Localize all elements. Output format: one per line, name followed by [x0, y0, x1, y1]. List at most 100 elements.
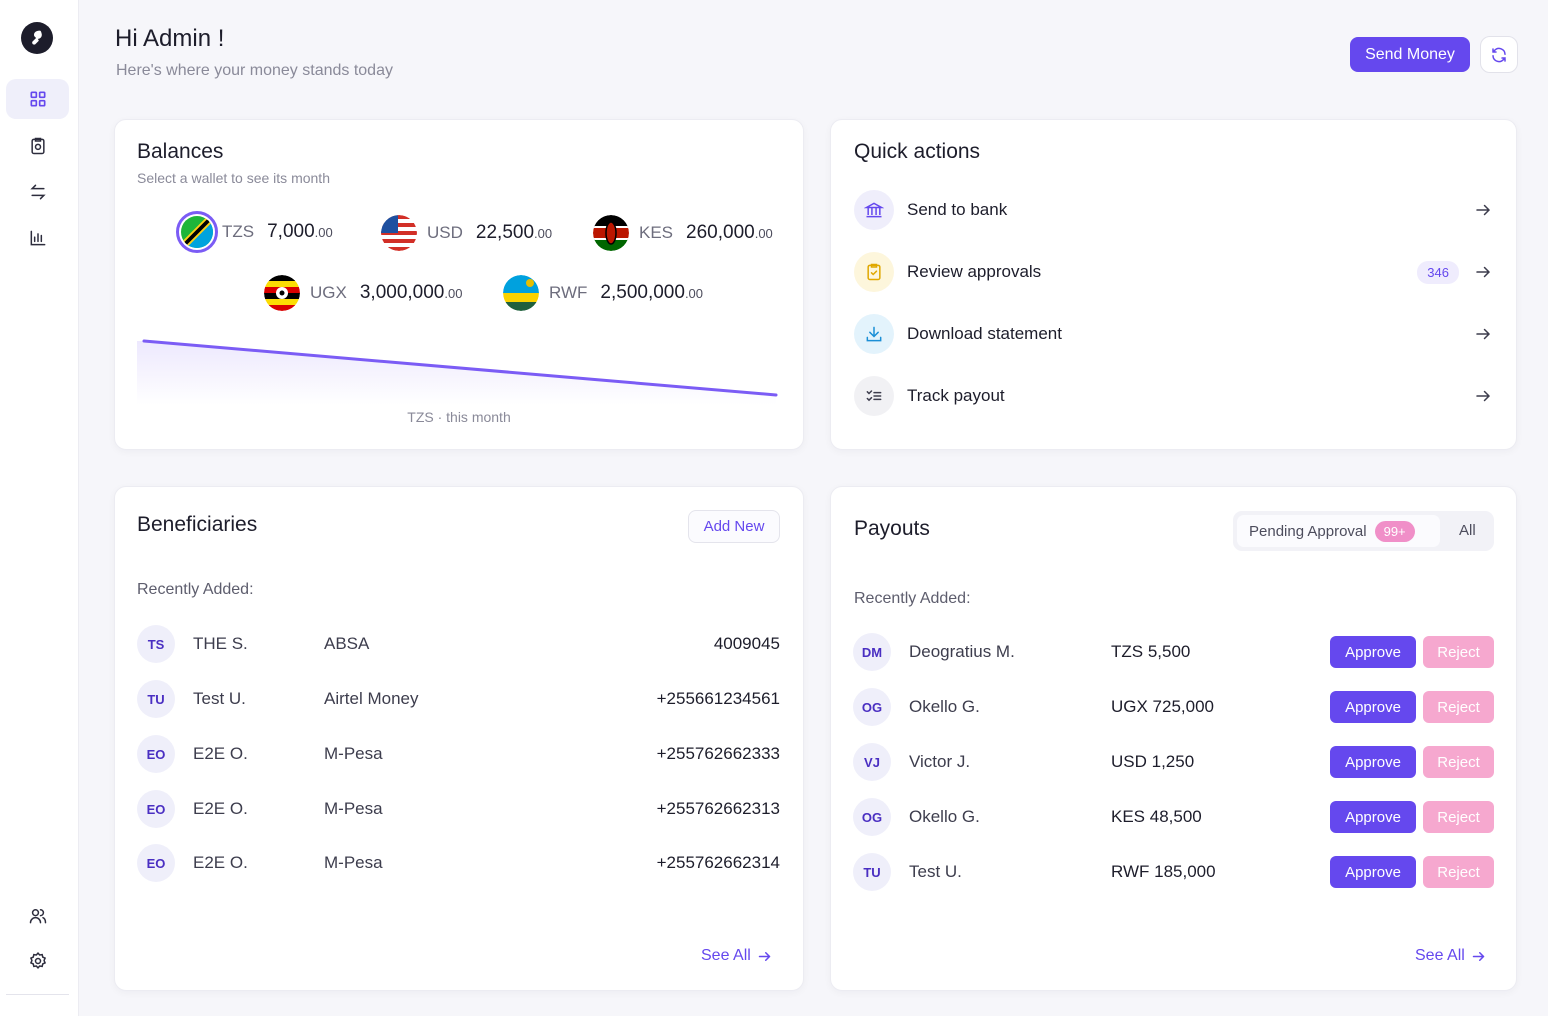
wallet-rwf[interactable]: RWF 2,500,000.00 — [503, 273, 703, 313]
sidebar — [0, 0, 79, 1016]
wallet-amount: 2,500,000.00 — [600, 282, 704, 303]
payout-name: Okello G. — [909, 697, 980, 716]
payout-row: VJ Victor J. USD 1,250 Approve Reject — [853, 742, 1494, 782]
tab-pending-approval[interactable]: Pending Approval 99+ — [1237, 515, 1440, 547]
quick-action-review-approvals[interactable]: Review approvals 346 — [854, 250, 1494, 294]
beneficiary-name: E2E O. — [193, 744, 248, 763]
avatar: OG — [853, 688, 891, 726]
kenya-flag-icon — [593, 215, 629, 251]
beneficiary-name: Test U. — [193, 689, 246, 708]
quick-action-track-payout[interactable]: Track payout — [854, 374, 1494, 418]
beneficiary-name: THE S. — [193, 634, 248, 653]
arrow-right-icon — [1476, 390, 1491, 402]
rwanda-flag-icon — [503, 275, 539, 311]
wallet-tzs[interactable]: TZS 7,000.00 — [176, 211, 333, 253]
beneficiary-row[interactable]: EO E2E O. M-Pesa +255762662314 — [137, 843, 780, 883]
payout-row: OG Okello G. UGX 725,000 Approve Reject — [853, 687, 1494, 727]
wallet-ugx[interactable]: UGX 3,000,000.00 — [264, 273, 462, 313]
refresh-button[interactable] — [1480, 36, 1518, 73]
beneficiary-account: +255762662313 — [656, 799, 780, 818]
beneficiary-row[interactable]: EO E2E O. M-Pesa +255762662333 — [137, 734, 780, 774]
reject-button[interactable]: Reject — [1423, 746, 1494, 778]
page-title: Hi Admin ! — [115, 25, 225, 52]
app-logo-icon[interactable] — [21, 22, 53, 54]
nav-reports[interactable] — [6, 218, 69, 258]
payouts-see-all-link[interactable]: See All — [1415, 947, 1486, 965]
wallet-currency: USD — [427, 223, 463, 242]
avatar: TU — [137, 680, 175, 718]
wallet-kes[interactable]: KES 260,000.00 — [593, 213, 773, 253]
beneficiary-bank: Airtel Money — [324, 689, 419, 708]
send-money-button[interactable]: Send Money — [1350, 37, 1470, 72]
reject-button[interactable]: Reject — [1423, 801, 1494, 833]
avatar: EO — [137, 790, 175, 828]
approve-button[interactable]: Approve — [1330, 746, 1416, 778]
beneficiary-row[interactable]: TS THE S. ABSA 4009045 — [137, 624, 780, 664]
wallet-usd[interactable]: USD 22,500.00 — [381, 213, 552, 253]
approve-button[interactable]: Approve — [1330, 636, 1416, 668]
payout-row: DM Deogratius M. TZS 5,500 Approve Rejec… — [853, 632, 1494, 672]
beneficiary-account: 4009045 — [713, 634, 780, 653]
arrow-right-icon — [1472, 951, 1485, 961]
quick-actions-title: Quick actions — [854, 140, 981, 163]
users-icon — [29, 909, 46, 924]
approve-button[interactable]: Approve — [1330, 691, 1416, 723]
payout-amount: UGX 725,000 — [1111, 697, 1215, 716]
wallet-amount: 22,500.00 — [475, 222, 553, 243]
wallet-currency: RWF — [549, 283, 588, 302]
payouts-card — [830, 486, 1517, 991]
reject-button[interactable]: Reject — [1423, 636, 1494, 668]
beneficiaries-card — [114, 486, 804, 991]
payout-amount: KES 48,500 — [1111, 807, 1202, 826]
nav-users[interactable] — [6, 896, 69, 936]
clipboard-check-icon — [854, 252, 894, 292]
payout-amount: USD 1,250 — [1111, 752, 1195, 771]
nav-settings[interactable] — [6, 941, 69, 981]
beneficiary-account: +255762662333 — [656, 744, 780, 763]
beneficiary-row[interactable]: TU Test U. Airtel Money +255661234561 — [137, 679, 780, 719]
payout-filter-tabs: Pending Approval 99+ All — [1233, 511, 1494, 551]
quick-action-label: Track payout — [907, 386, 1005, 405]
quick-action-download-statement[interactable]: Download statement — [854, 312, 1494, 356]
wallet-amount: 3,000,000.00 — [359, 282, 463, 303]
reject-button[interactable]: Reject — [1423, 856, 1494, 888]
nav-transfers[interactable] — [6, 172, 69, 212]
arrow-right-icon — [1476, 328, 1491, 340]
arrow-right-icon — [758, 951, 771, 961]
beneficiary-row[interactable]: EO E2E O. M-Pesa +255762662313 — [137, 789, 780, 829]
transfer-arrows-icon — [29, 184, 46, 200]
beneficiaries-title: Beneficiaries — [137, 513, 258, 536]
recently-added-label: Recently Added: — [854, 590, 971, 607]
beneficiary-bank: M-Pesa — [324, 744, 383, 763]
add-new-beneficiary-button[interactable]: Add New — [688, 510, 780, 543]
balances-subtitle: Select a wallet to see its month — [137, 170, 330, 186]
trend-line — [142, 339, 778, 397]
nav-dashboard[interactable] — [6, 79, 69, 119]
payout-amount: RWF 185,000 — [1111, 862, 1216, 881]
nav-approvals[interactable] — [6, 126, 69, 166]
uganda-flag-icon — [264, 275, 300, 311]
avatar: EO — [137, 844, 175, 882]
recently-added-label: Recently Added: — [137, 581, 254, 598]
quick-action-label: Send to bank — [907, 200, 1008, 219]
beneficiary-bank: M-Pesa — [324, 799, 383, 818]
avatar: TU — [853, 853, 891, 891]
beneficiaries-see-all-link[interactable]: See All — [701, 947, 772, 965]
beneficiary-account: +255661234561 — [656, 689, 780, 708]
approve-button[interactable]: Approve — [1330, 801, 1416, 833]
wallet-currency: UGX — [310, 283, 347, 302]
bank-icon — [854, 190, 894, 230]
quick-actions-card — [830, 119, 1517, 450]
quick-action-send-to-bank[interactable]: Send to bank — [854, 188, 1494, 232]
avatar: DM — [853, 633, 891, 671]
reject-button[interactable]: Reject — [1423, 691, 1494, 723]
refresh-icon — [1492, 47, 1506, 62]
balances-title: Balances — [137, 140, 224, 163]
checklist-icon — [854, 376, 894, 416]
wallet-amount: 260,000.00 — [686, 222, 773, 243]
payout-name: Victor J. — [909, 752, 971, 771]
beneficiary-account: +255762662314 — [656, 853, 780, 872]
grid-icon — [30, 91, 46, 107]
tab-all[interactable]: All — [1459, 522, 1476, 539]
approve-button[interactable]: Approve — [1330, 856, 1416, 888]
